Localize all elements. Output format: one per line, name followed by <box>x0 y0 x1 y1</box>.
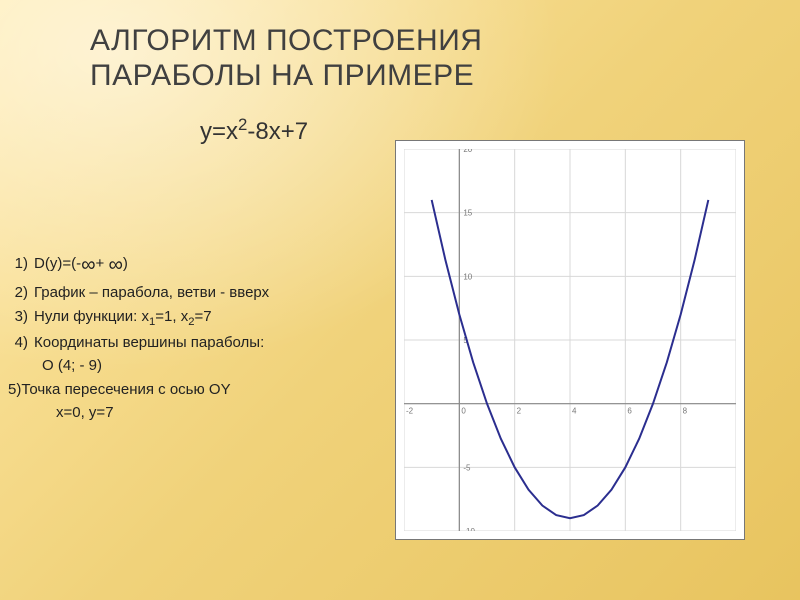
step-4v: O (4; - 9) <box>42 357 102 374</box>
step-5-num: 5) <box>8 381 21 398</box>
step-2-num: 2) <box>8 281 28 304</box>
eq-prefix: y=x <box>200 118 238 145</box>
step-5-text: Точка пересечения с осью OY <box>21 381 230 398</box>
step-3c: =7 <box>194 308 211 325</box>
eq-suffix: -8x+7 <box>247 118 308 145</box>
step-5: 5)Точка пересечения с осью OY <box>8 378 269 401</box>
svg-text:8: 8 <box>683 407 688 416</box>
svg-text:6: 6 <box>627 407 632 416</box>
step-1-num: 1) <box>8 252 28 275</box>
step-4-vertex: O (4; - 9) <box>42 354 269 377</box>
step-3a: Нули функции: x <box>34 308 149 325</box>
chart-container: -20246810-10-55101520 <box>395 140 745 540</box>
svg-text:0: 0 <box>461 407 466 416</box>
svg-text:20: 20 <box>463 149 472 154</box>
eq-exponent: 2 <box>238 115 247 134</box>
step-5v: x=0, y=7 <box>56 404 114 421</box>
step-1a: D(y)=(- <box>34 255 81 272</box>
steps-list: 1)D(y)=(-∞+ ∞) 2)График – парабола, ветв… <box>8 250 269 424</box>
step-3b: =1, x <box>155 308 188 325</box>
step-5-point: x=0, y=7 <box>56 401 269 424</box>
infinity-icon: ∞ <box>81 254 95 276</box>
infinity-icon: ∞ <box>108 254 122 276</box>
svg-text:4: 4 <box>572 407 577 416</box>
step-2-text: График – парабола, ветви - вверх <box>34 284 269 301</box>
step-4: 4) Координаты вершины параболы: <box>8 331 269 354</box>
svg-text:-5: -5 <box>463 463 471 472</box>
svg-text:2: 2 <box>517 407 522 416</box>
svg-text:10: 10 <box>463 272 472 281</box>
step-2: 2) График – парабола, ветви - вверх <box>8 281 269 304</box>
step-1: 1)D(y)=(-∞+ ∞) <box>8 250 269 281</box>
svg-text:-2: -2 <box>406 407 414 416</box>
step-3-num: 3) <box>8 305 28 328</box>
equation: y=x2-8x+7 <box>200 115 308 146</box>
step-1b: + <box>96 255 109 272</box>
svg-text:15: 15 <box>463 209 472 218</box>
slide-title: АЛГОРИТМ ПОСТРОЕНИЯПАРАБОЛЫ НА ПРИМЕРЕ <box>90 24 482 93</box>
step-4-num: 4) <box>8 331 28 354</box>
svg-text:-10: -10 <box>463 527 475 531</box>
title-text: АЛГОРИТМ ПОСТРОЕНИЯПАРАБОЛЫ НА ПРИМЕРЕ <box>90 24 482 92</box>
step-3: 3)Нули функции: x1=1, x2=7 <box>8 305 269 331</box>
step-1c: ) <box>123 255 128 272</box>
step-4-text: Координаты вершины параболы: <box>34 334 264 351</box>
parabola-chart: -20246810-10-55101520 <box>404 149 736 531</box>
